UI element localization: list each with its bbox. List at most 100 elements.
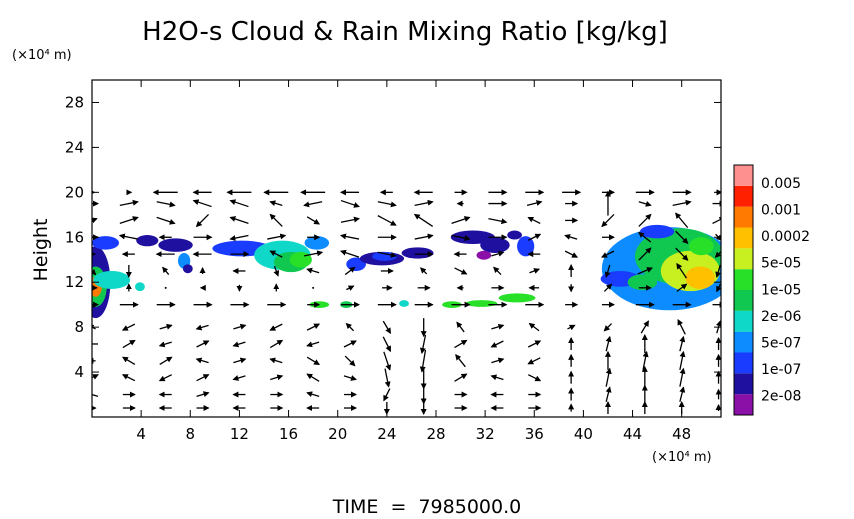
cloud-region xyxy=(289,251,312,268)
colorbar-swatch xyxy=(734,185,753,207)
wind-vector xyxy=(712,216,721,224)
y-tick-label: 16 xyxy=(65,228,84,246)
x-tick-label: 40 xyxy=(574,425,593,443)
wind-vector xyxy=(640,320,649,334)
wind-vector xyxy=(232,341,246,348)
wind-vector xyxy=(162,266,170,275)
x-tick-label: 36 xyxy=(525,425,544,443)
wind-vector xyxy=(526,200,543,206)
y-axis: 4 8 12 16 20 24 28 xyxy=(65,93,721,381)
wind-vector xyxy=(306,323,321,331)
wind-vector xyxy=(716,283,721,293)
wind-vector xyxy=(346,285,355,291)
colorbar-label: 0.005 xyxy=(761,176,801,192)
x-tick-label: 24 xyxy=(377,425,396,443)
wind-vector xyxy=(195,324,209,331)
colorbar-swatch xyxy=(734,248,753,270)
colorbar-label: 5e-05 xyxy=(761,256,801,272)
wind-vector xyxy=(92,374,99,380)
wind-vector xyxy=(677,319,686,335)
colorbar-swatch xyxy=(734,227,753,249)
wind-vector xyxy=(567,324,576,331)
wind-vector xyxy=(377,251,397,258)
wind-vector xyxy=(490,374,504,381)
wind-vector xyxy=(92,268,97,276)
wind-vector xyxy=(383,351,392,371)
wind-vector xyxy=(306,216,320,225)
wind-vector xyxy=(306,373,320,382)
colorbar-swatch xyxy=(734,269,753,290)
wind-vector xyxy=(676,262,688,279)
wind-vector xyxy=(196,391,210,398)
colorbar-label: 2e-06 xyxy=(761,309,801,325)
wind-vector xyxy=(638,231,652,243)
wind-vector xyxy=(121,374,136,382)
wind-vector xyxy=(414,233,434,240)
colorbar-label: 1e-05 xyxy=(761,282,801,298)
wind-vector xyxy=(455,354,466,368)
wind-vector xyxy=(488,217,508,225)
cloud-region xyxy=(399,300,409,307)
colorbar-label: 2e-08 xyxy=(761,389,801,405)
wind-vector xyxy=(196,340,210,348)
wind-vector xyxy=(195,357,209,364)
wind-vector xyxy=(605,386,612,402)
wind-vector xyxy=(306,341,320,348)
wind-vector xyxy=(527,374,542,382)
wind-vector xyxy=(118,233,138,240)
colorbar-label: 0.0002 xyxy=(761,229,810,245)
wind-vector xyxy=(92,324,96,331)
wind-vector xyxy=(229,216,249,225)
wind-vector xyxy=(119,216,139,225)
wind-vector xyxy=(527,357,541,365)
y-tick-label: 20 xyxy=(65,183,84,201)
cloud-field xyxy=(92,224,721,319)
wind-vector xyxy=(158,341,172,348)
wind-vector xyxy=(454,373,468,382)
wind-vector xyxy=(527,216,541,224)
x-tick-label: 8 xyxy=(186,425,196,443)
wind-vector xyxy=(267,233,287,240)
cloud-region xyxy=(304,236,330,250)
wind-vector xyxy=(192,199,212,208)
wind-vector xyxy=(419,349,427,373)
wind-vector xyxy=(454,267,468,275)
wind-vector xyxy=(195,213,210,228)
wind-vector xyxy=(529,268,541,274)
wind-vector xyxy=(344,355,356,367)
x-axis: 4 8 12 16 20 24 28 32 36 40 44 48 xyxy=(136,80,691,443)
wind-vector xyxy=(159,356,173,365)
wind-vector xyxy=(164,286,167,289)
y-tick-label: 24 xyxy=(65,138,84,156)
x-tick-label: 4 xyxy=(136,425,146,443)
wind-vector xyxy=(451,216,471,225)
wind-vector xyxy=(273,265,280,277)
cloud-region xyxy=(134,282,145,292)
cloud-region xyxy=(93,270,131,289)
y-tick-label: 28 xyxy=(65,93,84,111)
wind-vector xyxy=(119,199,139,207)
wind-vector xyxy=(679,335,686,352)
wind-vector xyxy=(638,201,652,207)
cloud-region xyxy=(480,237,510,253)
wind-vector xyxy=(413,213,434,227)
wind-vector xyxy=(382,320,392,334)
wind-vector xyxy=(312,286,315,289)
wind-vector xyxy=(672,199,692,207)
wind-vector xyxy=(159,323,173,330)
colorbar-label: 0.001 xyxy=(761,203,801,219)
wind-vector xyxy=(679,367,686,387)
wind-vector xyxy=(675,212,689,229)
wind-vector xyxy=(92,217,98,224)
wind-vector xyxy=(604,264,611,278)
wind-vector xyxy=(679,386,686,402)
y-unit-label: (×10⁴ m) xyxy=(12,48,72,63)
chart-title: H2O-s Cloud & Rain Mixing Ratio [kg/kg] xyxy=(142,17,668,47)
x-tick-label: 12 xyxy=(230,425,249,443)
wind-vector xyxy=(233,323,247,330)
wind-vector xyxy=(340,233,360,240)
y-tick-label: 8 xyxy=(74,318,84,336)
wind-vector xyxy=(92,393,99,397)
wind-vector xyxy=(637,267,653,275)
